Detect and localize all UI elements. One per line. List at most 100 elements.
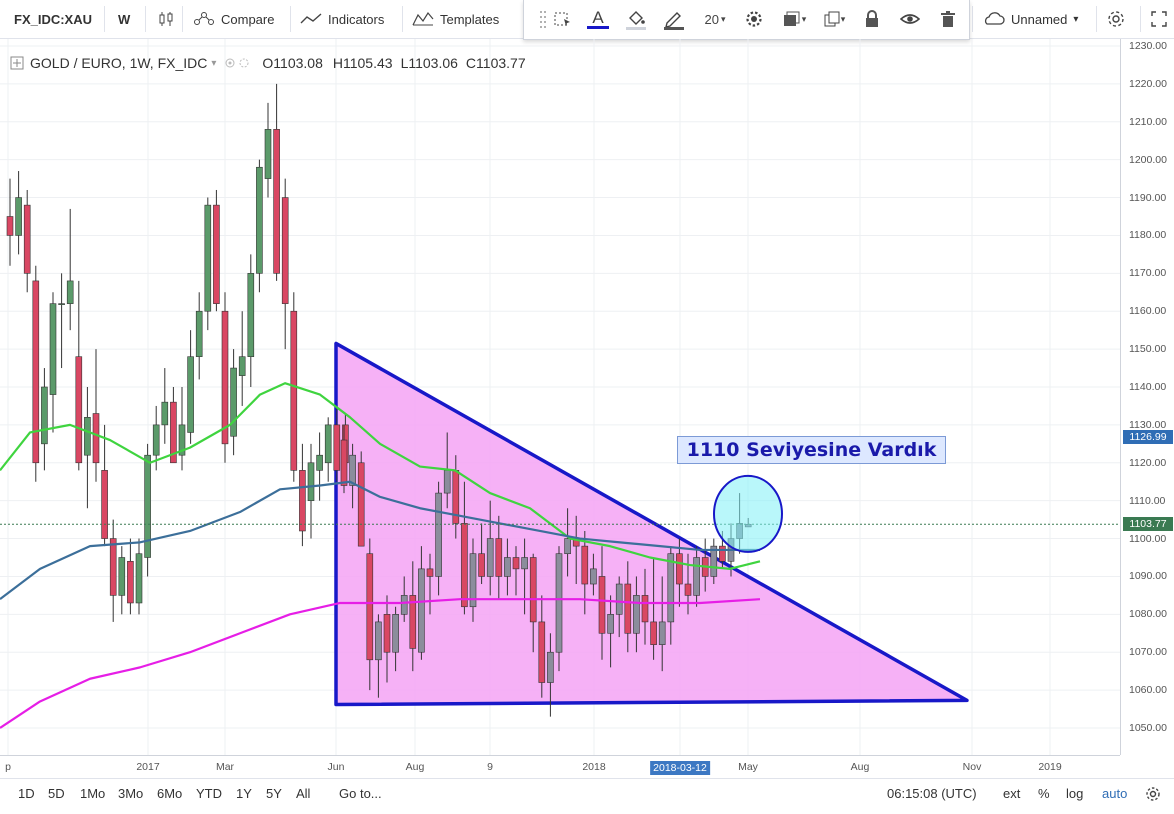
settings-button[interactable] [1106,0,1126,38]
y-tick-label: 1110.00 [1129,494,1166,507]
interval-selector[interactable]: W [118,11,131,27]
range-button-5y[interactable]: 5Y [266,786,282,801]
candle-body [383,614,391,653]
trash-icon [941,11,955,27]
bottom-toolbar: Go to... 06:15:08 (UTC) ext % log auto 1… [0,778,1174,814]
candle-body [521,557,528,570]
candle-body [615,583,623,615]
x-tick-label: 9 [487,761,493,773]
candle-body [676,553,683,585]
clone-button[interactable]: ▾ [818,8,850,30]
layout-menu[interactable]: Unnamed ▾ [981,0,1078,38]
x-tick-label: Nov [962,761,982,773]
candle-body [409,595,417,649]
y-tick-label: 1200.00 [1129,153,1167,166]
candle-body [719,545,726,562]
highlight-circle [713,474,783,553]
delete-button[interactable] [936,8,960,30]
candle-body [529,557,537,623]
auto-scale-toggle[interactable]: auto [1102,786,1128,801]
candle-body [607,614,614,634]
price-axis[interactable]: 1126.99 1103.77 1230.00 1220.00 1210.00 120… [1120,39,1174,755]
range-button-1y[interactable]: 1Y [236,786,252,801]
chevron-down-icon: ▾ [840,13,846,24]
range-button-ytd[interactable]: YTD [196,786,222,801]
price-chart[interactable] [0,39,1120,755]
candle-body [461,523,468,608]
chevron-down-icon: ▾ [801,13,807,24]
y-tick-label: 1100.00 [1129,532,1167,545]
candle-body [650,621,657,645]
candle-body [101,470,108,539]
layout-name: Unnamed [1011,11,1068,27]
x-tick-label: Aug [405,761,425,773]
fullscreen-icon [1151,11,1167,27]
candle-body [6,216,14,236]
candle-body [581,545,589,585]
visual-order-button[interactable]: ▾ [778,8,810,30]
candle-body [127,560,134,604]
chart-style-button[interactable] [157,0,175,38]
x-tick-label: Mar [215,761,235,773]
chart-settings-button[interactable] [1145,786,1161,805]
candle-body [290,310,298,471]
x-tick-label: Aug [850,761,870,773]
candle-body [469,553,477,608]
y-tick-label: 1190.00 [1129,191,1167,204]
candle-body [221,310,229,445]
candle-body [512,557,520,570]
extended-hours-toggle[interactable]: ext [1003,786,1021,801]
plus-icon[interactable] [10,56,24,70]
candle-body [144,454,151,558]
candle-body [443,470,451,494]
candle-body [152,424,160,456]
lock-button[interactable] [860,8,884,30]
percent-scale-toggle[interactable]: % [1038,786,1050,801]
candle-body [641,595,649,623]
time-axis[interactable]: p 2017 Mar Jun Aug 9 2018 2018-03-12 May Aug Nov 20… [0,755,1120,778]
range-button-6mo[interactable]: 6Mo [157,786,183,801]
indicators-button[interactable]: Indicators [300,0,384,38]
legend-actions-icon[interactable] [224,57,252,69]
range-button-1mo[interactable]: 1Mo [80,786,106,801]
range-button-5d[interactable]: 5D [48,786,65,801]
drag-handle[interactable] [538,8,574,30]
line-color-button[interactable] [662,8,686,30]
candle-body [349,454,356,486]
eye-icon [900,14,920,24]
candle-body [366,553,374,661]
drag-handle-icon [540,11,546,28]
legend-open: O1103.08 [262,55,323,71]
indicators-label: Indicators [328,11,385,27]
hide-button[interactable] [898,8,922,30]
annotation-label[interactable]: 1110 Seviyesine Vardık [677,436,946,464]
candle-body [340,439,348,486]
settings-drawing-button[interactable] [742,8,766,30]
candle-body [658,621,666,645]
ma-magenta-line [0,598,761,729]
goto-button[interactable]: Go to... [339,786,382,801]
ma-green-line [0,382,761,570]
compare-button[interactable]: Compare [193,0,274,38]
candle-body [564,538,571,555]
candle-body [299,470,306,532]
range-button-3mo[interactable]: 3Mo [118,786,144,801]
paint-bucket-icon [626,11,646,30]
range-button-all[interactable]: All [296,786,311,801]
fill-color-button[interactable] [624,8,648,30]
candle-body [418,568,425,653]
gear-icon [746,11,762,27]
gear-icon [1108,11,1124,27]
templates-button[interactable]: Templates [412,0,499,38]
range-button-1d[interactable]: 1D [18,786,35,801]
candle-body [170,401,177,464]
candle-body [538,621,546,683]
font-size-selector[interactable]: 20 ▾ [700,8,730,30]
fullscreen-button[interactable] [1150,0,1168,38]
candle-body [333,424,341,471]
chevron-down-icon[interactable]: ▾ [211,57,217,69]
text-color-button[interactable]: A [586,8,610,30]
compare-icon [194,12,214,25]
symbol-search[interactable]: FX_IDC:XAU [14,11,93,27]
log-scale-toggle[interactable]: log [1066,786,1084,801]
